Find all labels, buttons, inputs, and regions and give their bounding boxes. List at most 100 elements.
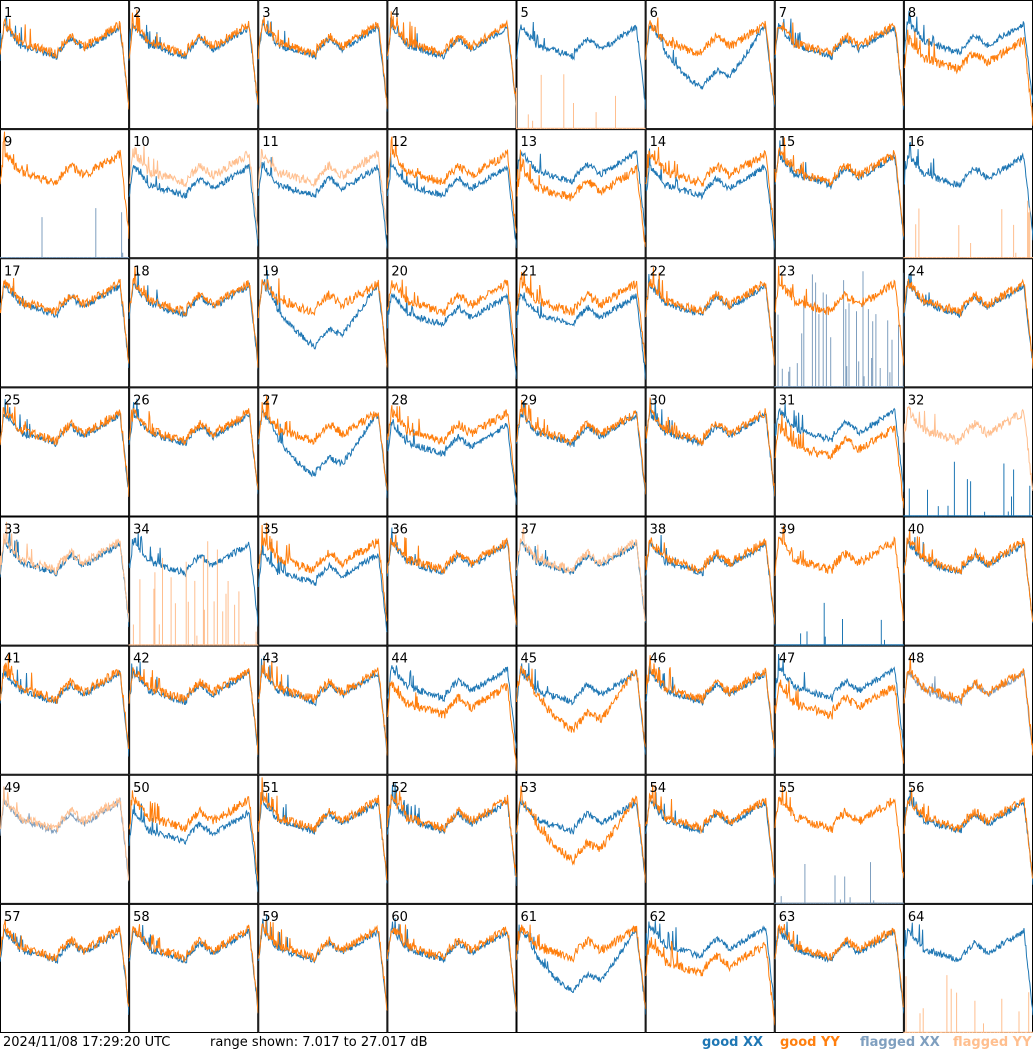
panel-10: 10 xyxy=(128,129,259,259)
series-yy-line xyxy=(516,74,647,130)
panel-border xyxy=(774,903,904,1033)
panel-18: 18 xyxy=(128,258,259,388)
panel-label: 37 xyxy=(521,523,538,538)
panel-24: 24 xyxy=(903,258,1033,388)
legend-flagged-xx: flagged XX xyxy=(860,1035,940,1050)
series-xx-line xyxy=(516,797,647,881)
panel-border xyxy=(258,774,388,904)
panel-border xyxy=(129,645,259,775)
series-yy-line xyxy=(774,923,905,1008)
panel-label: 40 xyxy=(908,523,925,538)
series-xx-line xyxy=(386,419,517,505)
series-yy-line xyxy=(516,924,647,1009)
panel-47: 47 xyxy=(774,645,905,775)
panel-56: 56 xyxy=(903,774,1033,904)
panel-label: 55 xyxy=(779,781,796,796)
panel-border xyxy=(0,387,130,517)
panel-35: 35 xyxy=(257,516,388,646)
series-xx-line xyxy=(645,24,776,108)
panel-border xyxy=(387,516,517,646)
panel-64: 64 xyxy=(903,903,1033,1033)
series-xx-line xyxy=(0,15,130,109)
panel-22: 22 xyxy=(645,258,776,388)
panel-label: 17 xyxy=(4,264,21,279)
series-yy-line xyxy=(645,537,776,625)
series-yy-line xyxy=(645,146,776,240)
series-xx-line xyxy=(386,783,517,887)
series-yy-line xyxy=(774,414,905,509)
series-yy-line xyxy=(903,788,1033,879)
panel-label: 53 xyxy=(521,781,538,796)
series-yy-line xyxy=(903,200,1033,259)
panel-border xyxy=(129,903,259,1033)
panel-border xyxy=(0,129,130,259)
series-yy-line xyxy=(0,919,130,1007)
series-xx-line xyxy=(386,153,517,249)
timestamp: 2024/11/08 17:29:20 UTC xyxy=(3,1035,171,1050)
panel-label: 41 xyxy=(4,652,21,667)
panel-label: 50 xyxy=(133,781,150,796)
series-xx-line xyxy=(903,271,1033,369)
series-xx-line xyxy=(257,270,388,366)
series-yy-line xyxy=(774,265,905,366)
series-yy-line xyxy=(0,277,130,364)
series-xx-line xyxy=(516,924,647,1015)
series-xx-line xyxy=(903,789,1033,885)
panel-label: 22 xyxy=(650,264,667,279)
series-yy-line xyxy=(386,680,517,771)
panel-52: 52 xyxy=(386,774,517,904)
legend-flagged-yy: flagged YY xyxy=(953,1035,1032,1050)
panel-63: 63 xyxy=(774,903,905,1033)
panel-label: 16 xyxy=(908,135,925,150)
panel-34: 34 xyxy=(128,516,259,646)
series-yy-line xyxy=(257,522,388,622)
series-yy-line xyxy=(128,790,259,882)
series-yy-line xyxy=(128,924,259,1014)
series-yy-line xyxy=(903,655,1033,756)
series-yy-line xyxy=(516,270,647,365)
series-yy-line xyxy=(257,17,388,109)
series-xx-line xyxy=(645,148,776,251)
panel-border xyxy=(516,645,646,775)
panel-border xyxy=(645,774,775,904)
series-yy-line xyxy=(903,29,1033,126)
series-xx-line xyxy=(516,400,647,495)
panel-label: 34 xyxy=(133,523,150,538)
series-xx-line xyxy=(0,282,130,369)
panel-border xyxy=(903,0,1033,130)
series-xx-line xyxy=(516,150,647,236)
series-xx-line xyxy=(516,663,647,755)
panel-border xyxy=(645,258,775,388)
panel-57: 57 xyxy=(0,903,130,1033)
series-xx-line xyxy=(903,461,1033,517)
panel-label: 27 xyxy=(262,393,279,408)
series-xx-line xyxy=(903,141,1033,241)
panel-30: 30 xyxy=(645,387,776,517)
series-yy-line xyxy=(386,924,517,1012)
panel-55: 55 xyxy=(774,774,905,904)
series-xx-line xyxy=(645,920,776,1010)
panel-60: 60 xyxy=(386,903,517,1033)
series-xx-line xyxy=(0,927,130,1015)
series-xx-line xyxy=(386,918,517,1013)
panel-border xyxy=(516,387,646,517)
panel-label: 63 xyxy=(779,910,796,925)
panel-border xyxy=(258,258,388,388)
legend-good-xx: good XX xyxy=(702,1035,764,1050)
series-xx-line xyxy=(903,922,1033,1016)
panel-17: 17 xyxy=(0,258,130,388)
series-yy-line xyxy=(257,920,388,1011)
panel-label: 24 xyxy=(908,264,925,279)
series-yy-line xyxy=(257,777,388,881)
panel-44: 44 xyxy=(386,645,517,775)
panel-border xyxy=(387,774,517,904)
panel-label: 33 xyxy=(4,523,21,538)
series-xx-line xyxy=(386,527,517,628)
series-yy-line xyxy=(774,22,905,107)
panel-14: 14 xyxy=(645,129,776,259)
panel-border xyxy=(645,129,775,259)
series-xx-line xyxy=(645,664,776,758)
panel-label: 14 xyxy=(650,135,667,150)
range-label: range shown: 7.017 to 27.017 dB xyxy=(210,1035,428,1050)
